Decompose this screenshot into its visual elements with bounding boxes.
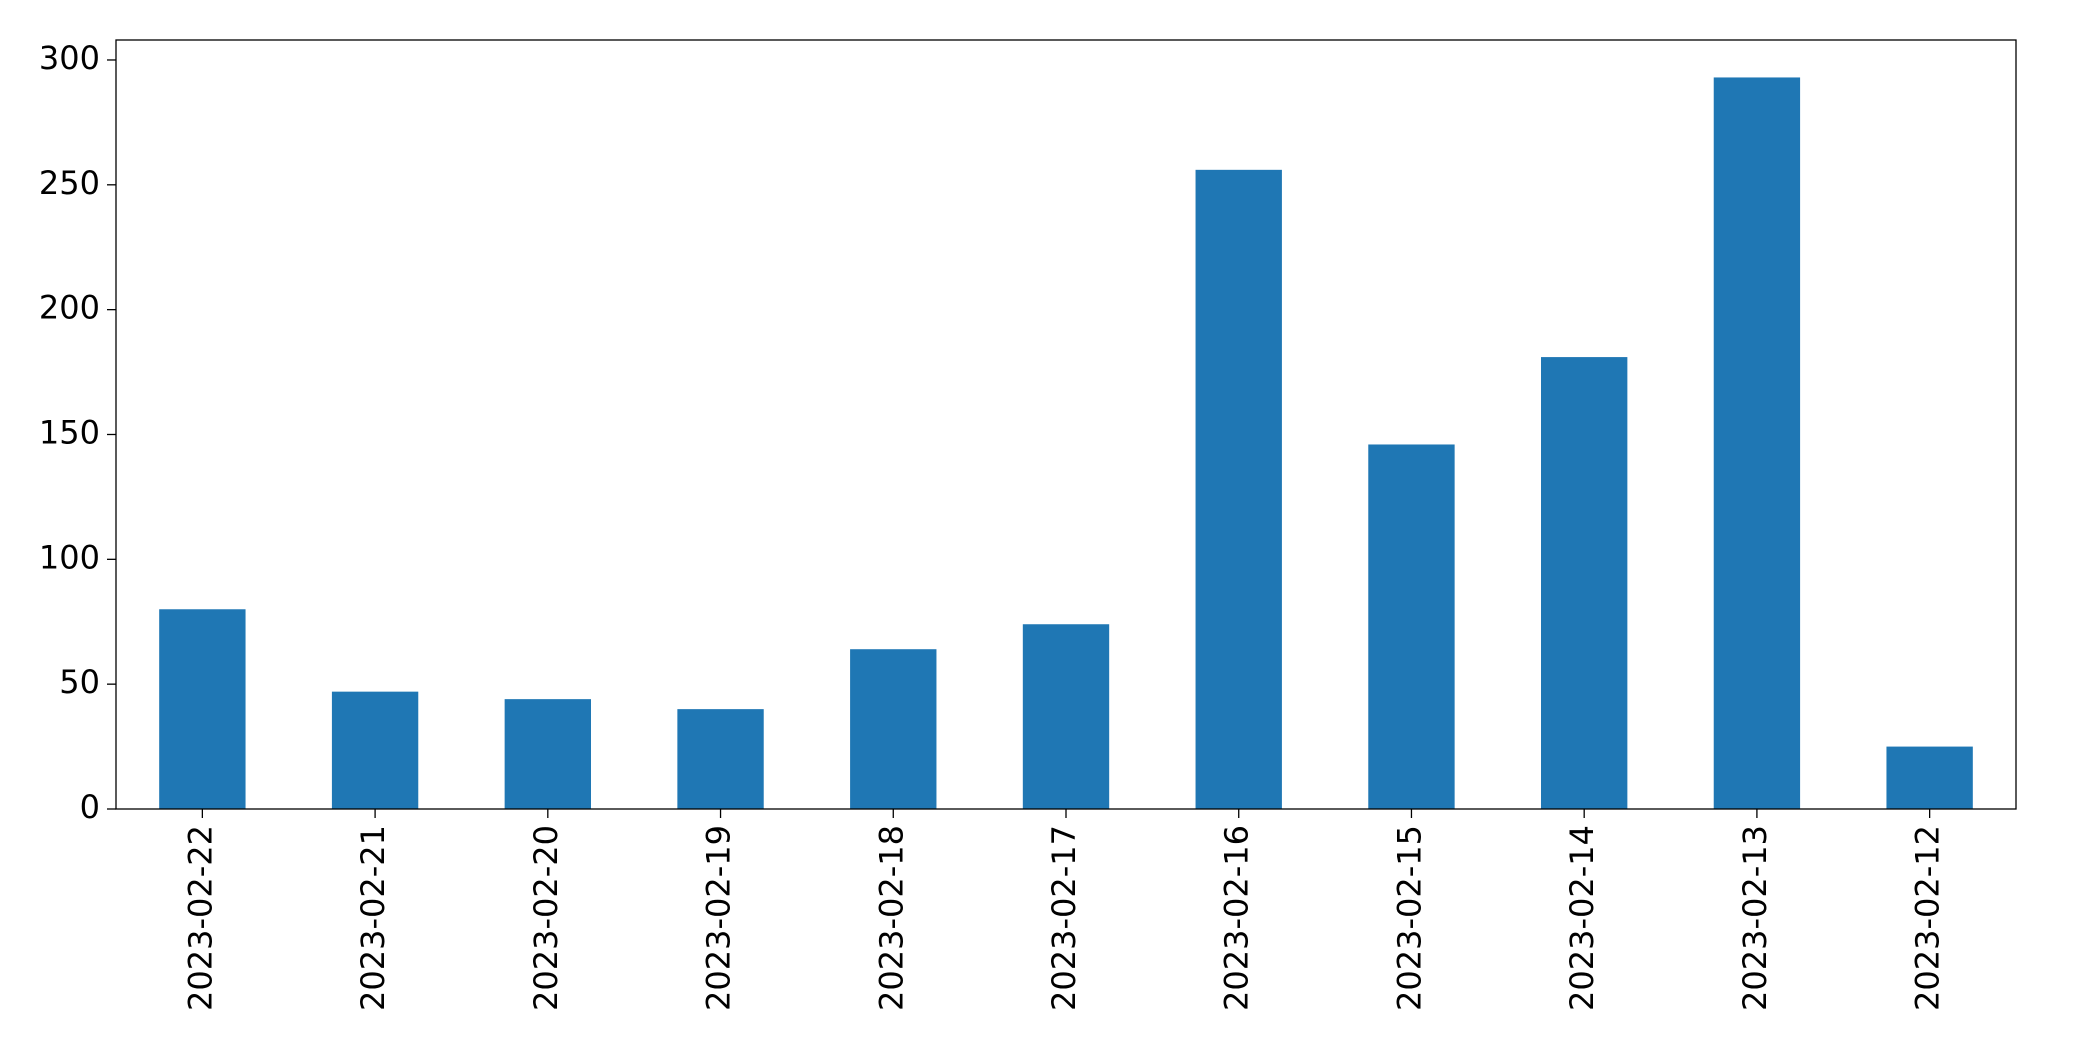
bar bbox=[677, 709, 764, 809]
bar bbox=[1195, 169, 1282, 809]
bar bbox=[504, 699, 591, 809]
x-tick-label: 2023-02-14 bbox=[1563, 825, 1601, 1011]
y-tick-label: 250 bbox=[39, 164, 100, 202]
x-tick-label: 2023-02-18 bbox=[872, 825, 910, 1011]
x-tick-label: 2023-02-12 bbox=[1909, 825, 1947, 1011]
bar bbox=[1368, 444, 1455, 809]
y-tick-label: 100 bbox=[39, 538, 100, 576]
axes-frame bbox=[115, 39, 2017, 810]
x-tick-label: 2023-02-17 bbox=[1045, 825, 1083, 1011]
x-tick-label: 2023-02-15 bbox=[1390, 825, 1428, 1011]
y-tick-label: 50 bbox=[59, 663, 100, 701]
x-tick-label: 2023-02-13 bbox=[1736, 825, 1774, 1011]
y-tick-label: 200 bbox=[39, 289, 100, 327]
x-tick-label: 2023-02-16 bbox=[1218, 825, 1256, 1011]
y-tick-label: 300 bbox=[39, 39, 100, 77]
x-tick-label: 2023-02-20 bbox=[527, 825, 565, 1011]
bar bbox=[1713, 77, 1801, 810]
bar bbox=[159, 609, 246, 809]
x-tick-label: 2023-02-21 bbox=[354, 825, 392, 1011]
bar bbox=[1022, 624, 1110, 809]
x-tick-label: 2023-02-22 bbox=[181, 825, 219, 1011]
y-tick-label: 150 bbox=[39, 413, 100, 451]
y-tick-label: 0 bbox=[80, 788, 100, 826]
x-tick-label: 2023-02-19 bbox=[700, 825, 738, 1011]
bar bbox=[331, 691, 419, 809]
bar bbox=[850, 649, 937, 809]
bar bbox=[1541, 357, 1628, 809]
bar bbox=[1886, 746, 1973, 809]
